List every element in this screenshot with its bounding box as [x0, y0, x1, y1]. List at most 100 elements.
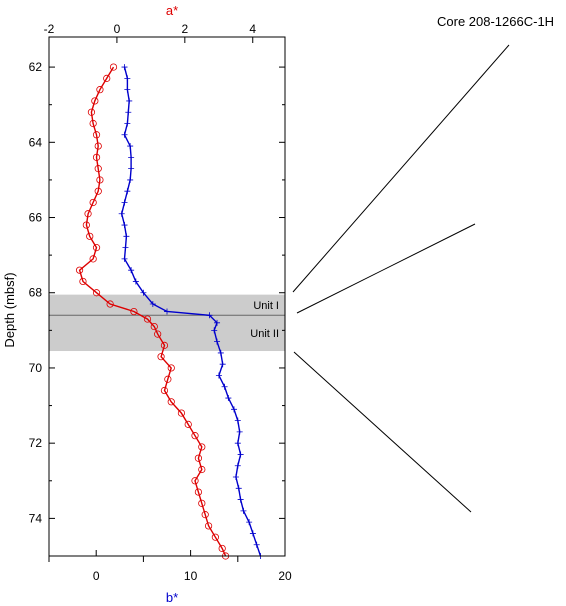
unit-band: [49, 294, 285, 316]
data-point: [150, 322, 158, 331]
data-point: [204, 522, 213, 530]
data-point: [194, 488, 203, 496]
series-line: [78, 66, 227, 557]
data-point: [106, 300, 114, 308]
bottom-tick-label: 10: [184, 569, 198, 583]
data-point: [221, 383, 228, 390]
data-point: [89, 198, 97, 207]
y-tick-label: 64: [29, 135, 43, 149]
data-point: [124, 120, 131, 127]
data-point: [237, 451, 244, 458]
y-tick-label: 72: [29, 436, 43, 450]
data-point: [160, 341, 169, 349]
data-point: [234, 417, 241, 424]
data-point: [235, 485, 242, 492]
top-axis-title: a*: [166, 3, 178, 18]
data-point: [127, 143, 134, 150]
data-point: [92, 131, 101, 139]
data-point: [214, 338, 221, 345]
data-point: [167, 364, 175, 372]
data-point: [121, 199, 128, 206]
core-connector-line: [293, 351, 472, 513]
data-point: [198, 465, 206, 474]
data-point: [122, 244, 129, 251]
data-point: [109, 63, 118, 71]
data-point: [128, 154, 135, 161]
bottom-tick-label: 0: [93, 569, 100, 583]
data-point: [130, 307, 138, 316]
top-tick-label: 2: [181, 22, 188, 36]
data-point: [164, 375, 172, 383]
data-point: [96, 86, 104, 94]
top-tick-label: -2: [44, 22, 55, 36]
data-point: [92, 244, 101, 252]
data-point: [225, 395, 232, 402]
unit-label: Unit I: [253, 300, 279, 312]
data-point: [184, 420, 192, 428]
data-point: [96, 176, 104, 184]
data-point: [121, 255, 128, 262]
data-point: [82, 221, 90, 229]
data-point: [143, 315, 152, 323]
data-point: [94, 165, 102, 173]
core-label: Core 208-1266C-1H: [437, 14, 554, 29]
data-point: [132, 278, 139, 285]
data-point: [89, 119, 97, 128]
data-point: [219, 361, 226, 368]
data-point: [206, 312, 213, 319]
core-connector-line: [296, 223, 476, 314]
data-point: [191, 432, 199, 440]
data-point: [234, 462, 241, 469]
data-point: [237, 496, 244, 503]
data-point: [240, 507, 247, 514]
data-point: [160, 386, 169, 395]
y-tick-label: 66: [29, 211, 43, 225]
data-point: [124, 75, 131, 82]
bottom-axis-title: b*: [166, 590, 178, 605]
data-point: [154, 330, 162, 338]
data-point: [246, 519, 253, 526]
top-tick-label: 4: [249, 22, 256, 36]
data-point: [217, 349, 224, 356]
data-point: [75, 266, 84, 274]
data-point: [214, 319, 221, 326]
y-tick-label: 70: [29, 361, 43, 375]
data-point: [198, 443, 206, 451]
data-point: [211, 327, 218, 334]
data-point: [232, 474, 239, 481]
data-point: [127, 176, 134, 183]
y-axis-title: Depth (mbsf): [2, 272, 17, 347]
data-point: [124, 188, 131, 195]
data-point: [128, 267, 135, 274]
data-point: [92, 153, 101, 161]
data-point: [167, 398, 175, 406]
data-point: [194, 454, 203, 462]
series-line: [120, 66, 262, 557]
data-point: [218, 544, 226, 553]
top-tick-label: 0: [114, 22, 121, 36]
data-point: [157, 353, 165, 361]
data-point: [84, 210, 92, 218]
data-point: [86, 232, 94, 240]
data-point: [215, 372, 222, 379]
plot-frame: [48, 36, 286, 557]
data-point: [121, 64, 128, 71]
data-point: [92, 289, 101, 297]
data-point: [128, 165, 135, 172]
data-point: [201, 511, 209, 519]
y-tick-label: 62: [29, 60, 43, 74]
data-point: [177, 409, 186, 417]
data-point: [125, 109, 132, 116]
data-point: [164, 308, 170, 315]
data-point: [249, 530, 256, 537]
data-point: [89, 255, 97, 263]
data-point: [126, 97, 133, 104]
bottom-tick-label: 20: [278, 569, 292, 583]
unit-band: [49, 315, 285, 352]
data-point: [124, 86, 131, 93]
data-point: [121, 222, 128, 229]
data-point: [234, 440, 241, 447]
data-point: [121, 131, 128, 138]
data-point: [253, 541, 260, 548]
